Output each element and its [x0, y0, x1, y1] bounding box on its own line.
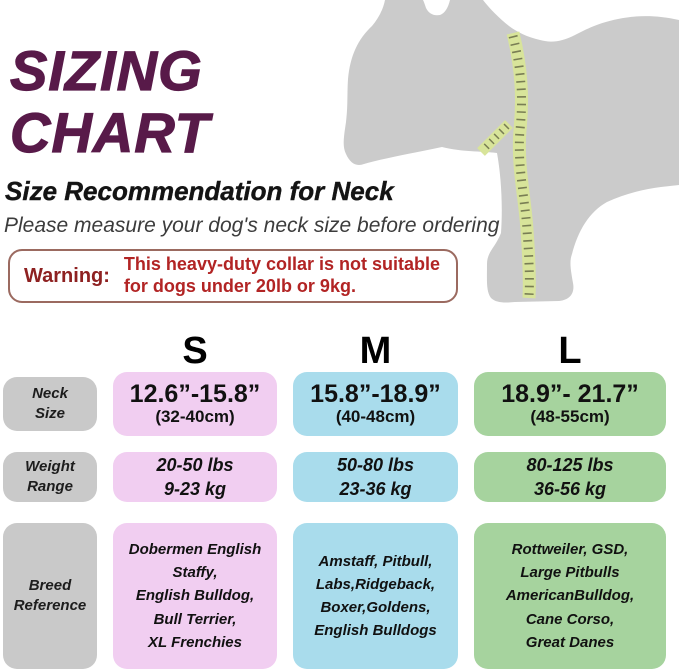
dog-body-shape — [343, 0, 679, 303]
breed-reference-m-value: Amstaff, Pitbull, Labs,Ridgeback, Boxer,… — [314, 552, 437, 640]
page-title: SIZING CHART — [9, 39, 210, 164]
size-table: S M L Neck Size 12.6”-15.8” (32-40cm) 15… — [3, 330, 666, 669]
row-label-neck-size: Neck Size — [3, 377, 97, 431]
dog-silhouette-image — [343, 0, 679, 303]
breed-reference-l-value: Rottweiler, GSD, Large Pitbulls American… — [505, 540, 635, 651]
neck-size-s-cm: (32-40cm) — [155, 407, 235, 427]
breed-reference-cell-s: Dobermen English Staffy, English Bulldog… — [113, 523, 277, 669]
weight-range-cell-m: 50-80 lbs 23-36 kg — [293, 452, 458, 502]
breed-reference-cell-m: Amstaff, Pitbull, Labs,Ridgeback, Boxer,… — [293, 523, 458, 669]
measuring-tape-icon — [477, 31, 536, 299]
neck-size-l-inches: 18.9”- 21.7” — [501, 379, 639, 408]
page-subtitle: Size Recommendation for Neck — [5, 176, 394, 206]
neck-size-m-cm: (40-48cm) — [335, 407, 416, 427]
neck-size-m-inches: 15.8”-18.9” — [310, 379, 441, 408]
breed-reference-s-value: Dobermen English Staffy, English Bulldog… — [128, 540, 262, 651]
column-header-m: M — [359, 330, 392, 372]
weight-range-cell-l: 80-125 lbs 36-56 kg — [474, 452, 666, 502]
column-header-s: S — [182, 330, 208, 372]
column-header-l: L — [558, 330, 582, 372]
warning-box: Warning: This heavy-duty collar is not s… — [8, 249, 458, 303]
weight-range-cell-s: 20-50 lbs 9-23 kg — [113, 452, 277, 502]
weight-range-s-value: 20-50 lbs 9-23 kg — [156, 454, 234, 499]
weight-range-l-value: 80-125 lbs 36-56 kg — [526, 454, 614, 499]
neck-size-l-cm: (48-55cm) — [530, 407, 610, 427]
neck-size-cell-s: 12.6”-15.8” (32-40cm) — [113, 372, 277, 436]
page-title-line-2: CHART — [9, 101, 210, 164]
breed-reference-cell-l: Rottweiler, GSD, Large Pitbulls American… — [474, 523, 666, 669]
row-label-weight-range: Weight Range — [3, 452, 97, 502]
page-title-line-1: SIZING — [9, 39, 203, 102]
row-label-breed-reference: Breed Reference — [3, 523, 97, 669]
weight-range-m-value: 50-80 lbs 23-36 kg — [336, 454, 415, 499]
neck-size-s-inches: 12.6”-15.8” — [129, 379, 261, 408]
warning-label: Warning: — [24, 264, 110, 287]
neck-size-cell-l: 18.9”- 21.7” (48-55cm) — [474, 372, 666, 436]
warning-message: This heavy-duty collar is not suitable f… — [123, 254, 440, 296]
neck-size-cell-m: 15.8”-18.9” (40-48cm) — [293, 372, 458, 436]
measure-note: Please measure your dog's neck size befo… — [4, 214, 500, 237]
